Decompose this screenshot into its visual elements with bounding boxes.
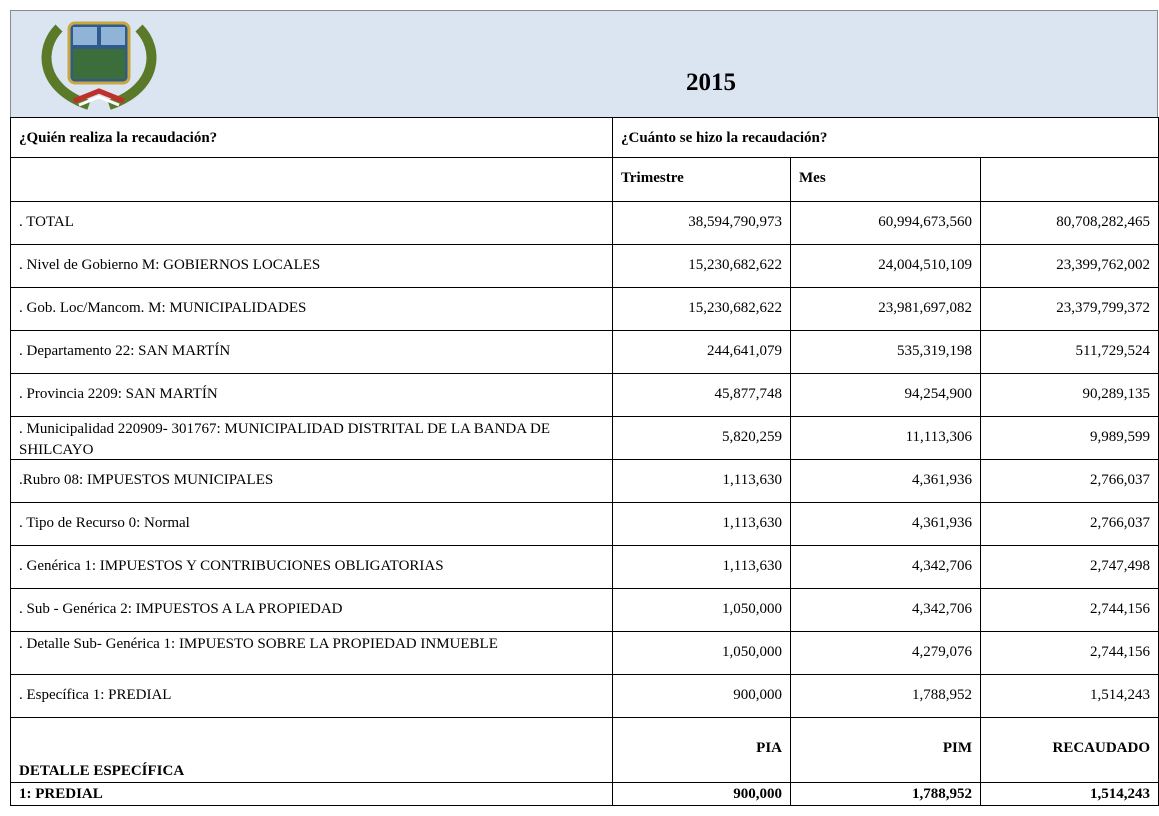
empty-cell	[980, 157, 1159, 202]
row-value: 90,289,135	[980, 373, 1159, 417]
row-value: 900,000	[612, 674, 791, 718]
row-value: 4,342,706	[790, 545, 981, 589]
row-value: 38,594,790,973	[612, 201, 791, 245]
subheader: Mes	[790, 157, 981, 202]
row-value: 1,050,000	[612, 588, 791, 632]
detail-value: 1,514,243	[980, 782, 1159, 806]
detail-value: 900,000	[612, 782, 791, 806]
row-value: 9,989,599	[980, 416, 1159, 460]
detail-header: PIM	[790, 717, 981, 783]
row-value: 4,279,076	[790, 631, 981, 675]
row-label: . Municipalidad 220909- 301767: MUNICIPA…	[10, 416, 613, 460]
row-value: 4,361,936	[790, 459, 981, 503]
header: 2015	[10, 10, 1158, 118]
question-who: ¿Quién realiza la recaudación?	[10, 117, 613, 158]
row-value: 45,877,748	[612, 373, 791, 417]
row-value: 1,514,243	[980, 674, 1159, 718]
row-label: . Tipo de Recurso 0: Normal	[10, 502, 613, 546]
detail-value: 1: PREDIAL	[10, 782, 613, 806]
logo	[41, 21, 157, 110]
row-value: 80,708,282,465	[980, 201, 1159, 245]
row-label: . TOTAL	[10, 201, 613, 245]
row-label: . Provincia 2209: SAN MARTÍN	[10, 373, 613, 417]
row-value: 511,729,524	[980, 330, 1159, 374]
row-value: 24,004,510,109	[790, 244, 981, 288]
row-value: 4,342,706	[790, 588, 981, 632]
row-value: 1,113,630	[612, 459, 791, 503]
row-value: 60,994,673,560	[790, 201, 981, 245]
row-value: 1,050,000	[612, 631, 791, 675]
row-value: 2,747,498	[980, 545, 1159, 589]
detail-header: DETALLE ESPECÍFICA	[10, 717, 613, 783]
row-value: 94,254,900	[790, 373, 981, 417]
row-value: 1,113,630	[612, 502, 791, 546]
row-value: 11,113,306	[790, 416, 981, 460]
detail-header: PIA	[612, 717, 791, 783]
row-value: 2,766,037	[980, 502, 1159, 546]
row-label: .Rubro 08: IMPUESTOS MUNICIPALES	[10, 459, 613, 503]
detail-value: 1,788,952	[790, 782, 981, 806]
row-label: . Genérica 1: IMPUESTOS Y CONTRIBUCIONES…	[10, 545, 613, 589]
row-label: . Departamento 22: SAN MARTÍN	[10, 330, 613, 374]
row-value: 4,361,936	[790, 502, 981, 546]
detail-header: RECAUDADO	[980, 717, 1159, 783]
empty-cell	[10, 157, 613, 202]
question-how: ¿Cuánto se hizo la recaudación?	[612, 117, 1159, 158]
row-value: 244,641,079	[612, 330, 791, 374]
row-value: 2,744,156	[980, 588, 1159, 632]
row-label: . Sub - Genérica 2: IMPUESTOS A LA PROPI…	[10, 588, 613, 632]
subheader: Trimestre	[612, 157, 791, 202]
row-value: 2,744,156	[980, 631, 1159, 675]
row-value: 2,766,037	[980, 459, 1159, 503]
row-value: 23,379,799,372	[980, 287, 1159, 331]
row-value: 1,113,630	[612, 545, 791, 589]
row-value: 1,788,952	[790, 674, 981, 718]
row-label: . Específica 1: PREDIAL	[10, 674, 613, 718]
row-label: . Nivel de Gobierno M: GOBIERNOS LOCALES	[10, 244, 613, 288]
row-value: 5,820,259	[612, 416, 791, 460]
title: 2015	[686, 69, 736, 96]
row-value: 535,319,198	[790, 330, 981, 374]
row-value: 15,230,682,622	[612, 244, 791, 288]
row-value: 23,399,762,002	[980, 244, 1159, 288]
row-value: 23,981,697,082	[790, 287, 981, 331]
row-label: . Gob. Loc/Mancom. M: MUNICIPALIDADES	[10, 287, 613, 331]
row-value: 15,230,682,622	[612, 287, 791, 331]
row-label: . Detalle Sub- Genérica 1: IMPUESTO SOBR…	[10, 631, 613, 675]
